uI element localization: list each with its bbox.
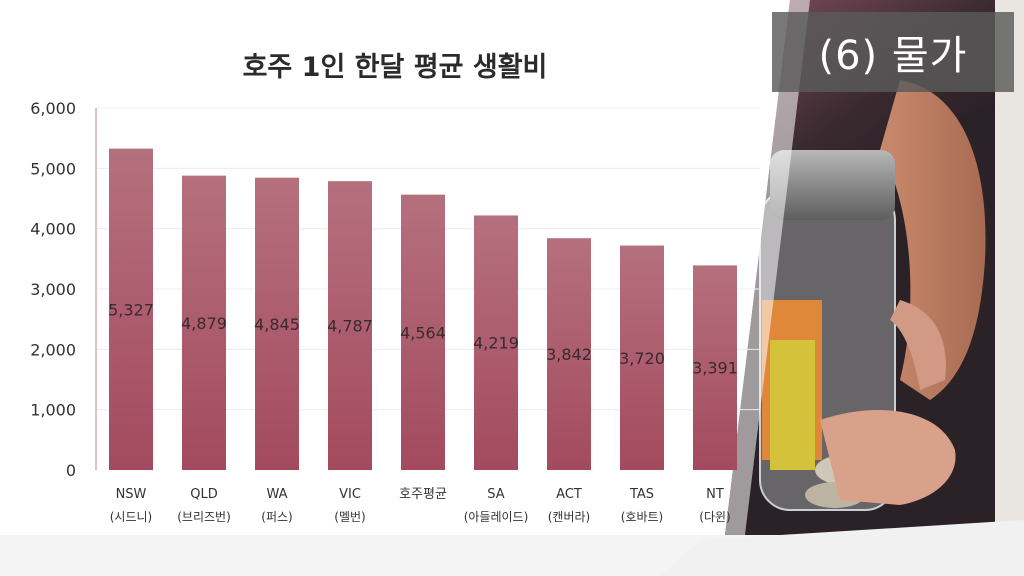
chart-title: 호주 1인 한달 평균 생활비 [243,52,548,83]
bar-value-label: 5,327 [108,300,154,319]
x-category-sublabel: (브리즈번) [177,510,231,524]
x-category-sublabel: (호바트) [621,510,663,524]
y-tick-label: 4,000 [30,220,76,239]
x-category-label: QLD [190,487,218,502]
slide-badge-label: (6) 물가 [818,33,968,79]
slide-badge: (6) 물가 [772,12,1014,92]
bar [547,238,591,470]
y-tick-label: 3,000 [30,280,76,299]
bar-value-label: 3,720 [619,349,665,368]
y-tick-label: 6,000 [30,99,76,118]
x-category-label: TAS [629,487,654,502]
bar [328,181,372,470]
x-category-label: ACT [556,487,582,502]
bar-value-label: 4,879 [181,314,227,333]
bar [182,175,226,470]
bar [109,148,153,470]
x-category-label: VIC [339,487,361,502]
y-tick-label: 5,000 [30,159,76,178]
x-category-label: NT [706,487,724,502]
x-category-sublabel: (캔버라) [548,510,590,524]
bar [255,177,299,470]
bar [693,265,737,470]
x-category-sublabel: (다윈) [699,510,730,524]
x-category-label: WA [266,487,287,502]
x-category-label: NSW [116,487,147,502]
x-category-label: 호주평균 [399,487,447,502]
bar-value-label: 4,219 [473,334,519,353]
x-category-sublabel: (멜번) [334,510,365,524]
bar-value-label: 3,842 [546,345,592,364]
bar [620,245,664,470]
x-category-sublabel: (퍼스) [261,510,292,524]
bar-value-label: 4,845 [254,315,300,334]
bar-value-label: 3,391 [692,359,738,378]
y-tick-label: 1,000 [30,401,76,420]
bar [474,215,518,470]
y-tick-label: 2,000 [30,340,76,359]
x-category-sublabel: (아들레이드) [464,510,529,524]
x-category-sublabel: (시드니) [110,510,152,524]
bar-value-label: 4,787 [327,317,373,336]
bar [401,194,445,470]
x-category-label: SA [487,487,504,502]
bar-value-label: 4,564 [400,323,446,342]
y-tick-label: 0 [66,461,76,480]
